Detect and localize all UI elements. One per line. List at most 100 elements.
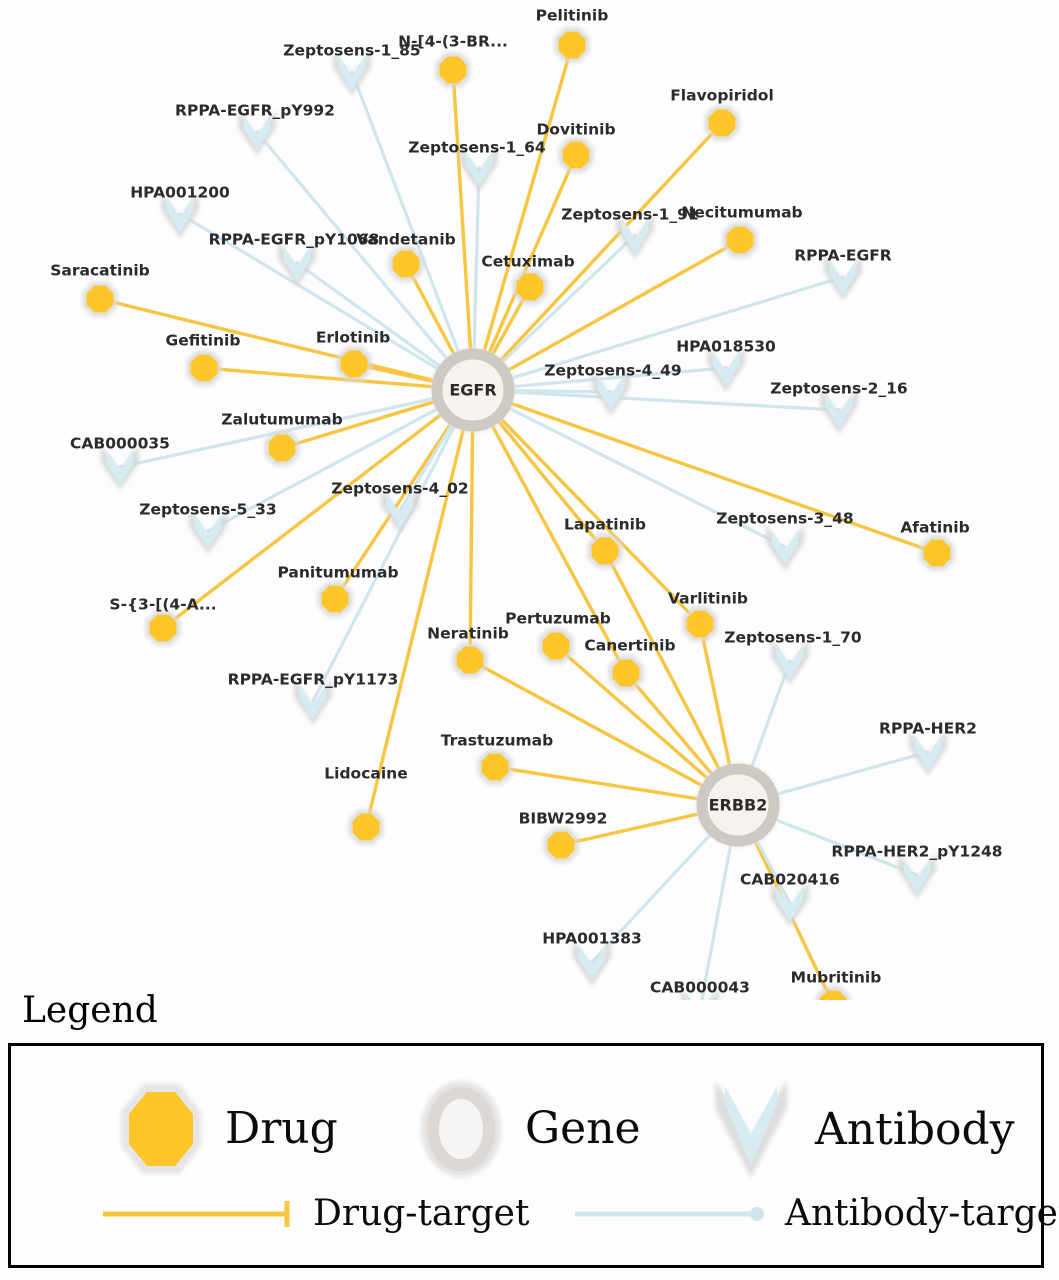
labels-layer: Pelitinib N-[4-(3-BR... Flavopiridol Doviti… xyxy=(50,7,1002,997)
drug-octagon-icon[interactable] xyxy=(612,659,640,687)
antibody-vee-icon[interactable] xyxy=(386,492,414,529)
antibody-node[interactable] xyxy=(294,678,332,725)
gene-node[interactable] xyxy=(696,763,780,847)
drug-node[interactable] xyxy=(608,655,644,691)
drug-octagon-icon[interactable] xyxy=(726,226,754,254)
drug-node[interactable] xyxy=(554,27,590,63)
antibody-node[interactable] xyxy=(820,387,858,434)
antibody-node[interactable] xyxy=(189,508,227,555)
drug-node[interactable] xyxy=(722,222,758,258)
drug-node[interactable] xyxy=(538,628,574,664)
antibody-node[interactable] xyxy=(681,987,719,1000)
antibody-node[interactable] xyxy=(898,852,936,899)
drug-node[interactable] xyxy=(682,606,718,642)
antibody-vee-icon[interactable] xyxy=(829,259,857,296)
gene-node[interactable] xyxy=(431,348,515,432)
antibody-vee-icon[interactable] xyxy=(283,245,311,282)
drug-node[interactable] xyxy=(186,350,222,386)
antibody-vee-icon[interactable] xyxy=(776,885,804,922)
antibody-vee-icon[interactable] xyxy=(299,683,327,720)
drug-node[interactable] xyxy=(264,430,300,466)
antibody-vee-icon[interactable] xyxy=(166,196,194,233)
drug-octagon-icon[interactable] xyxy=(190,354,218,382)
drug-node[interactable] xyxy=(587,533,623,569)
antibody-node[interactable] xyxy=(771,638,809,685)
drug-node[interactable] xyxy=(435,52,471,88)
drug-octagon-icon[interactable] xyxy=(591,537,619,565)
drug-octagon-icon[interactable] xyxy=(149,614,177,642)
antibody-node[interactable] xyxy=(161,191,199,238)
drug-octagon-icon[interactable] xyxy=(562,141,590,169)
antibody-node[interactable] xyxy=(460,145,498,192)
drug-octagon-icon[interactable] xyxy=(439,56,467,84)
antibody-vee-icon[interactable] xyxy=(903,857,931,894)
drug-node[interactable] xyxy=(704,105,740,141)
drug-octagon-icon[interactable] xyxy=(340,350,368,378)
antibody-node[interactable] xyxy=(333,49,371,96)
drug-node[interactable] xyxy=(477,749,513,785)
antibody-node[interactable] xyxy=(707,345,745,392)
drug-node[interactable] xyxy=(82,281,118,317)
antibody-vee-icon[interactable] xyxy=(621,217,649,254)
drug-node[interactable] xyxy=(388,246,424,282)
drug-octagon-icon[interactable] xyxy=(923,539,951,567)
drug-node[interactable] xyxy=(317,581,353,617)
drug-octagon-icon[interactable] xyxy=(321,585,349,613)
drug-octagon-icon[interactable] xyxy=(542,632,570,660)
antibody-node[interactable] xyxy=(771,880,809,927)
drug-node[interactable] xyxy=(919,535,955,571)
antibody-node[interactable] xyxy=(592,369,630,416)
antibody-node[interactable] xyxy=(824,254,862,301)
drug-octagon-icon[interactable] xyxy=(352,813,380,841)
antibody-node[interactable] xyxy=(278,240,316,287)
antibody-vee-icon[interactable] xyxy=(465,150,493,187)
drug-octagon-icon[interactable] xyxy=(481,753,509,781)
drug-octagon-icon[interactable] xyxy=(558,31,586,59)
antibody-vee-icon[interactable] xyxy=(243,114,271,151)
drug-octagon-icon[interactable] xyxy=(547,831,575,859)
antibody-node[interactable] xyxy=(616,212,654,259)
antibody-vee-icon[interactable] xyxy=(776,643,804,680)
network-graph[interactable]: Pelitinib N-[4-(3-BR... Flavopiridol Doviti… xyxy=(0,0,1059,1000)
drug-node[interactable] xyxy=(348,809,384,845)
antibody-node[interactable] xyxy=(238,109,276,156)
drug-node[interactable] xyxy=(512,269,548,305)
antibody-vee-icon[interactable] xyxy=(771,529,799,566)
drug-octagon-icon[interactable] xyxy=(516,273,544,301)
antibody-vee-icon[interactable] xyxy=(597,374,625,411)
antibody-node[interactable] xyxy=(909,729,947,776)
antibody-vee-icon[interactable] xyxy=(825,392,853,429)
antibody-node[interactable] xyxy=(573,939,611,986)
nodes-layer[interactable] xyxy=(82,27,955,1000)
drug-octagon-icon[interactable] xyxy=(268,434,296,462)
drug-node[interactable] xyxy=(543,827,579,863)
drug-node[interactable] xyxy=(558,137,594,173)
antibody-vee-icon[interactable] xyxy=(914,734,942,771)
drug-octagon-icon[interactable] xyxy=(86,285,114,313)
edge-drug-target xyxy=(471,121,724,392)
drug-octagon-icon[interactable] xyxy=(456,646,484,674)
drug-node[interactable] xyxy=(336,346,372,382)
antibody-vee-icon[interactable] xyxy=(106,449,134,486)
drug-node[interactable] xyxy=(452,642,488,678)
drug-octagon-icon[interactable] xyxy=(392,250,420,278)
antibody-node[interactable] xyxy=(766,524,804,571)
gene-ring-icon[interactable] xyxy=(696,763,780,847)
antibody-node-label: Zeptosens-3_48 xyxy=(716,510,853,528)
network-svg[interactable]: Pelitinib N-[4-(3-BR... Flavopiridol Doviti… xyxy=(0,0,1059,1000)
legend-label-drug: Drug xyxy=(225,1103,338,1154)
antibody-node[interactable] xyxy=(101,444,139,491)
edge-antibody-target xyxy=(255,130,475,392)
antibody-vee-icon[interactable] xyxy=(578,944,606,981)
drug-node[interactable] xyxy=(815,986,851,1000)
antibody-vee-icon[interactable] xyxy=(338,54,366,91)
drug-octagon-icon[interactable] xyxy=(819,990,847,1000)
antibody-node[interactable] xyxy=(381,487,419,534)
antibody-vee-icon[interactable] xyxy=(712,350,740,387)
drug-node[interactable] xyxy=(145,610,181,646)
drug-octagon-icon[interactable] xyxy=(686,610,714,638)
antibody-vee-icon[interactable] xyxy=(194,513,222,550)
gene-ring-icon[interactable] xyxy=(431,348,515,432)
antibody-vee-icon[interactable] xyxy=(686,992,714,1000)
drug-octagon-icon[interactable] xyxy=(708,109,736,137)
